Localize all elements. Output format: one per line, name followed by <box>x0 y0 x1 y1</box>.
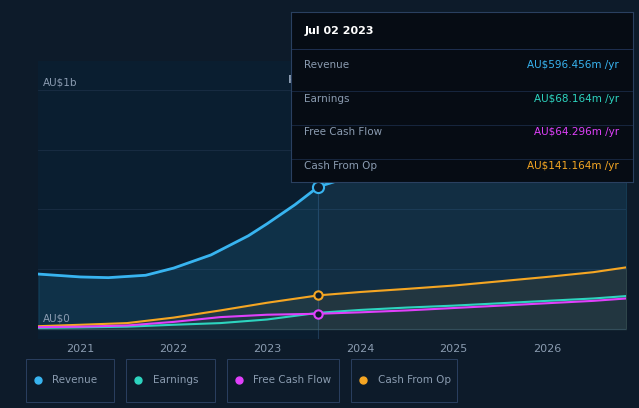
Text: AU$1b: AU$1b <box>43 78 77 87</box>
Bar <box>38 61 318 339</box>
Text: Free Cash Flow: Free Cash Flow <box>304 127 383 137</box>
Text: AU$0: AU$0 <box>43 313 71 323</box>
Text: Revenue: Revenue <box>52 375 97 386</box>
FancyBboxPatch shape <box>26 359 114 401</box>
Text: Earnings: Earnings <box>153 375 198 386</box>
Text: Earnings: Earnings <box>304 93 350 104</box>
Text: Past: Past <box>288 75 314 84</box>
Text: AU$596.456m /yr: AU$596.456m /yr <box>527 60 619 70</box>
FancyBboxPatch shape <box>351 359 457 401</box>
Text: Analysts Forecasts: Analysts Forecasts <box>326 75 423 84</box>
FancyBboxPatch shape <box>227 359 339 401</box>
Text: Cash From Op: Cash From Op <box>378 375 450 386</box>
FancyBboxPatch shape <box>127 359 215 401</box>
Text: Cash From Op: Cash From Op <box>304 161 378 171</box>
Text: AU$68.164m /yr: AU$68.164m /yr <box>534 93 619 104</box>
Text: AU$64.296m /yr: AU$64.296m /yr <box>534 127 619 137</box>
Text: Jul 02 2023: Jul 02 2023 <box>304 26 374 36</box>
Text: Free Cash Flow: Free Cash Flow <box>253 375 332 386</box>
Text: Revenue: Revenue <box>304 60 350 70</box>
Text: AU$141.164m /yr: AU$141.164m /yr <box>527 161 619 171</box>
